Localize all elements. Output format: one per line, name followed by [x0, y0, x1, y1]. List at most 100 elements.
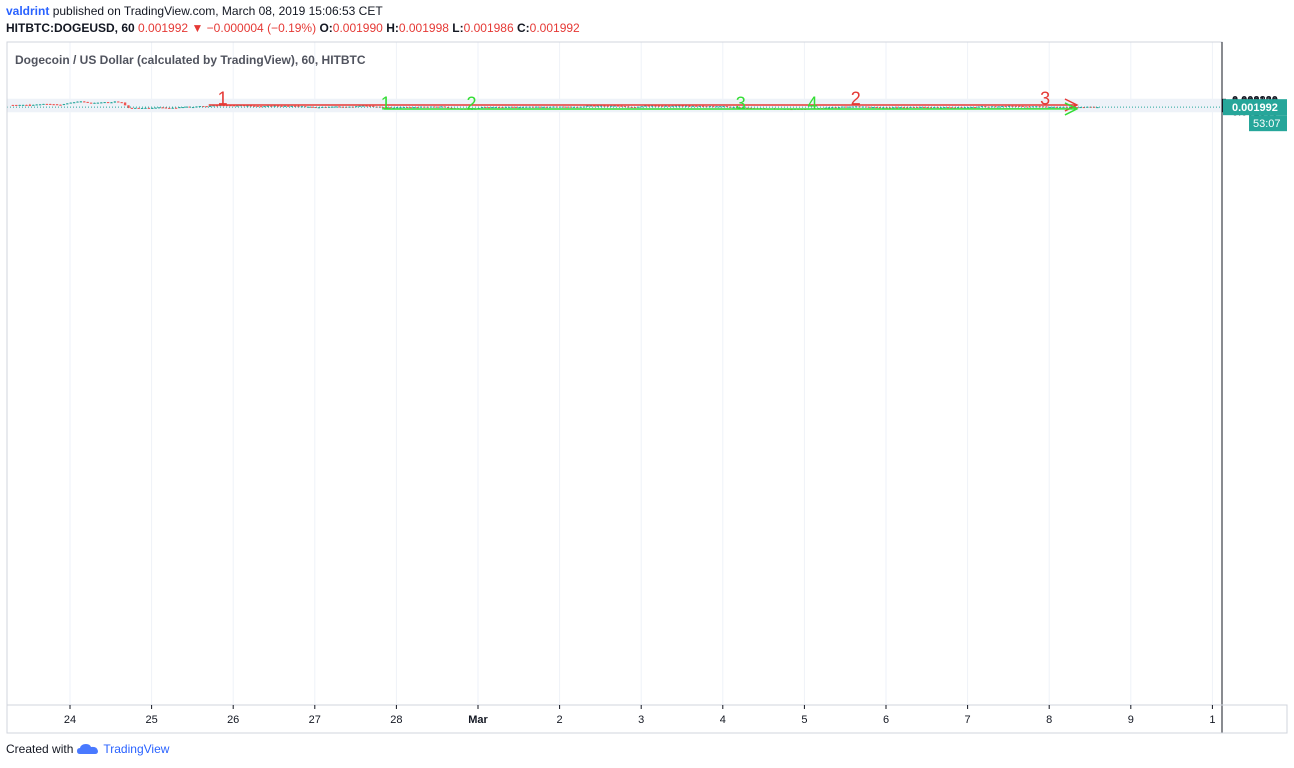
candle-body	[253, 105, 256, 107]
candle-body	[977, 106, 980, 108]
x-tick-label: 1	[1209, 714, 1215, 726]
candle-body	[916, 106, 919, 108]
low-value: 0.001986	[463, 21, 514, 35]
candle-body	[671, 105, 674, 107]
candle-body	[1004, 106, 1007, 108]
candle-body	[86, 101, 89, 103]
candle-body	[181, 107, 185, 109]
candle-body	[508, 106, 511, 108]
candle-body	[127, 105, 130, 108]
candle-body	[882, 107, 885, 109]
candle-body	[1001, 106, 1004, 108]
candle-body	[712, 106, 715, 108]
candle-body	[953, 107, 956, 109]
candle-body	[96, 102, 100, 104]
candle-body	[1031, 106, 1035, 108]
candle-body	[270, 105, 273, 107]
candle-body	[52, 104, 55, 106]
annotation-label-green: 2	[466, 94, 476, 114]
candle-body	[341, 106, 344, 108]
x-tick-label: 9	[1128, 714, 1134, 726]
candle-body	[650, 105, 654, 107]
candle-body	[327, 106, 331, 108]
tradingview-brand[interactable]: TradingView	[103, 742, 170, 756]
candle-body	[963, 107, 967, 109]
candle-body	[147, 107, 151, 109]
candle-body	[140, 107, 144, 109]
chart-title: Dogecoin / US Dollar (calculated by Trad…	[15, 53, 366, 67]
candle-body	[569, 106, 572, 108]
candle-body	[317, 107, 321, 109]
close-value: 0.001992	[529, 21, 580, 35]
candle-body	[249, 105, 253, 107]
candle-body	[69, 102, 72, 104]
candle-body	[392, 107, 395, 109]
candle-body	[701, 105, 705, 107]
candle-body	[888, 107, 892, 109]
tradingview-cloud-icon	[77, 744, 99, 754]
chart-annotations: 1 2 3 1 2 3 4	[218, 89, 1051, 114]
candle-body	[103, 102, 106, 104]
candle-body	[603, 105, 606, 107]
candle-body	[623, 106, 627, 108]
candle-body	[110, 102, 113, 104]
candle-body	[531, 106, 535, 108]
candle-body	[674, 105, 678, 107]
candle-body	[1021, 105, 1024, 107]
author-name[interactable]: valdrint	[6, 4, 50, 18]
candle-body	[38, 104, 42, 106]
x-tick-label: 3	[638, 714, 644, 726]
candle-body	[93, 102, 96, 104]
candle-body	[331, 106, 334, 108]
candle-body	[151, 107, 154, 109]
candle-body	[511, 106, 514, 108]
candle-body	[1079, 107, 1082, 109]
candle-body	[15, 104, 18, 106]
candle-body	[616, 105, 620, 107]
annotation-label-green: 3	[736, 94, 746, 114]
candle-body	[232, 105, 236, 107]
down-arrow-icon: ▼	[191, 21, 204, 35]
candle-body	[18, 104, 21, 106]
candle-body	[134, 107, 137, 109]
candle-body	[681, 105, 684, 107]
close-label: C:	[517, 21, 530, 35]
candle-body	[647, 105, 650, 107]
candle-body	[698, 105, 701, 107]
candle-body	[746, 107, 749, 109]
candle-body	[494, 107, 497, 109]
candle-body	[885, 107, 888, 109]
candle-body	[334, 106, 338, 108]
candle-body	[654, 105, 657, 107]
candle-body	[606, 105, 610, 107]
open-label: O:	[319, 21, 333, 35]
candle-body	[542, 106, 545, 108]
candle-body	[416, 107, 419, 109]
candle-body	[395, 107, 399, 109]
candle-body	[280, 105, 283, 107]
x-tick-label: 27	[309, 714, 321, 726]
candle-body	[480, 107, 484, 109]
candle-body	[980, 106, 984, 108]
candle-body	[361, 105, 365, 107]
candle-body	[678, 105, 681, 107]
candle-body	[117, 101, 120, 103]
candle-body	[412, 107, 416, 109]
candle-body	[538, 106, 542, 108]
last-price-tag	[1223, 99, 1287, 116]
candle-body	[72, 102, 76, 104]
candle-body	[59, 104, 62, 106]
candle-body	[25, 104, 28, 106]
candle-body	[732, 107, 735, 109]
x-tick-label: 7	[965, 714, 971, 726]
candle-body	[113, 101, 117, 103]
candle-body	[902, 107, 905, 109]
x-tick-label: 6	[883, 714, 889, 726]
candle-body	[263, 106, 266, 108]
candle-body	[970, 107, 973, 109]
candle-body	[667, 105, 671, 107]
candle-body	[1048, 106, 1052, 108]
candle-body	[1045, 106, 1048, 108]
candle-body	[246, 105, 249, 107]
